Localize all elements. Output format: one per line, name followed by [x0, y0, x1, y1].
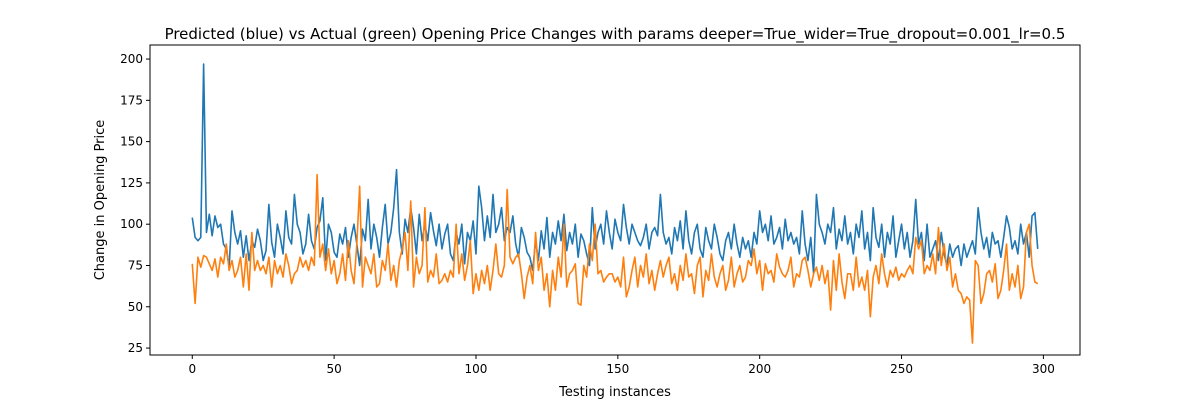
x-tick-label: 50 [326, 362, 341, 376]
line-series [191, 63, 1039, 275]
x-tick-label: 200 [748, 362, 771, 376]
line-series [191, 173, 1039, 344]
y-tick-label: 200 [120, 52, 143, 66]
chart-title: Predicted (blue) vs Actual (green) Openi… [165, 25, 1066, 44]
y-tick-label: 150 [120, 135, 143, 149]
y-tick-label: 75 [128, 258, 143, 272]
x-tick-label: 250 [890, 362, 913, 376]
y-tick-label: 25 [128, 341, 143, 355]
plot-frame [149, 44, 1081, 356]
y-axis-label: Change in Opening Price [93, 120, 108, 281]
y-tick-label: 100 [120, 217, 143, 231]
y-tick-label: 125 [120, 176, 143, 190]
y-tick-label: 175 [120, 93, 143, 107]
x-tick-label: 150 [606, 362, 629, 376]
x-tick-label: 300 [1032, 362, 1055, 376]
x-axis-label: Testing instances [558, 385, 671, 400]
x-tick-label: 100 [465, 362, 488, 376]
x-tick-label: 0 [188, 362, 196, 376]
y-tick-label: 50 [128, 300, 143, 314]
